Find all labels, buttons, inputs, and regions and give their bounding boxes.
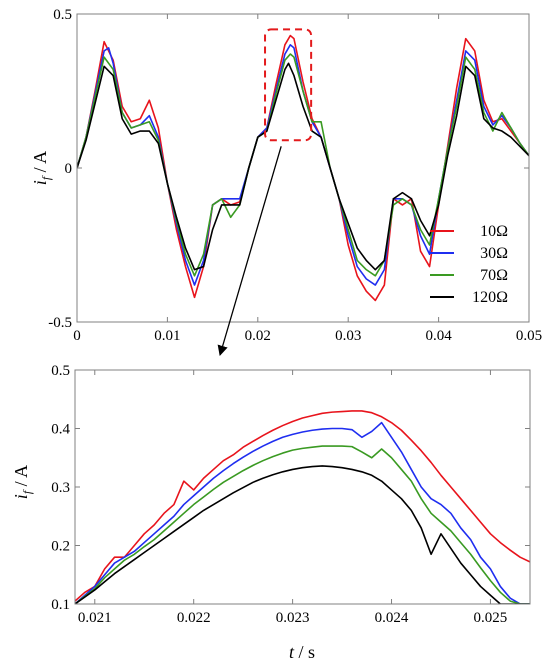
zoom-x-tick-label: 0.021	[78, 610, 112, 626]
overview-y-axis-title: if / A	[30, 151, 53, 185]
zoom-ticks: 0.021 0.022 0.023 0.024 0.025 0.1 0.2 0.3 0.4 0.5	[51, 363, 530, 626]
overview-panel: 0 0.01 0.02 0.03 0.04 0.05-0.500.5 if / A 10Ω…	[30, 7, 542, 356]
zoom-x-tick-label: 0.025	[474, 610, 508, 626]
zoom-y-tick-label: 0.1	[51, 597, 70, 613]
overview-y-tick-label: 0	[65, 161, 73, 177]
zoom-y-tick-label: 0.3	[51, 480, 70, 496]
zoom-x-axis-title: t / s	[289, 642, 315, 662]
overview-x-tick-label: 0	[73, 328, 81, 344]
zoom-series-group	[75, 410, 530, 604]
overview-series-line-10-ohm	[77, 34, 529, 302]
overview-series-line-120-ohm	[77, 62, 529, 271]
zoom-series-line-10-ohm	[75, 410, 530, 602]
legend-label-10-ohm: 10Ω	[480, 223, 508, 240]
zoom-x-tick-label: 0.023	[276, 610, 310, 626]
overview-series-group	[77, 34, 529, 302]
zoom-y-tick-label: 0.5	[51, 363, 70, 379]
zoom-axes-frame	[74, 369, 531, 605]
zoom-y-tick-label: 0.4	[51, 422, 70, 438]
zoom-arrow	[217, 146, 282, 356]
zoom-y-tick-label: 0.2	[51, 539, 70, 555]
overview-ticks: 0 0.01 0.02 0.03 0.04 0.05-0.500.5	[48, 7, 542, 344]
overview-x-tick-label: 0.01	[154, 328, 180, 344]
overview-x-tick-label: 0.02	[245, 328, 271, 344]
zoom-series-line-70-ohm	[75, 445, 530, 604]
overview-x-tick-label: 0.05	[516, 328, 542, 344]
zoom-series-line-30-ohm	[75, 421, 530, 604]
legend-label-120-ohm: 120Ω	[472, 289, 508, 306]
zoom-y-axis-title: if / A	[11, 465, 34, 499]
zoom-region-box	[264, 28, 313, 142]
zoom-x-tick-label: 0.022	[177, 610, 211, 626]
legend-label-30-ohm: 30Ω	[480, 245, 508, 262]
legend: 10Ω 30Ω 70Ω 120Ω	[430, 223, 508, 306]
overview-x-tick-label: 0.04	[425, 328, 452, 344]
legend-label-70-ohm: 70Ω	[480, 267, 508, 284]
overview-x-tick-label: 0.03	[335, 328, 361, 344]
zoom-panel: 0.021 0.022 0.023 0.024 0.025 0.1 0.2 0.3 0.4 0.5…	[11, 363, 531, 662]
overview-y-tick-label: -0.5	[48, 315, 72, 331]
zoom-series-line-120-ohm	[75, 465, 530, 604]
zoom-x-tick-label: 0.024	[375, 610, 409, 626]
overview-series-line-70-ohm	[77, 53, 529, 277]
overview-y-tick-label: 0.5	[53, 7, 72, 23]
